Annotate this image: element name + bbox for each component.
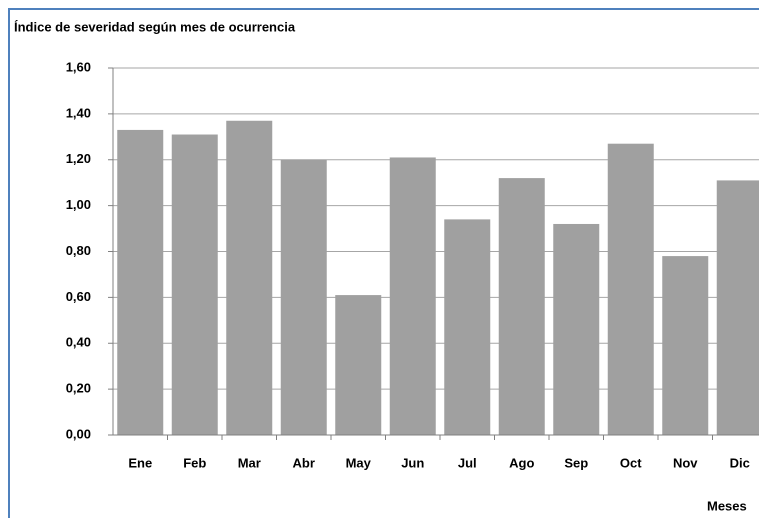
y-tick-label: 1,40 xyxy=(66,105,91,120)
x-tick-label: Sep xyxy=(564,455,588,470)
y-tick-label: 1,20 xyxy=(66,151,91,166)
bar xyxy=(607,143,654,435)
bar xyxy=(171,134,218,436)
x-axis-label: Meses xyxy=(707,498,747,513)
bar xyxy=(280,159,327,435)
bar xyxy=(389,157,436,436)
x-tick-label: Abr xyxy=(293,455,315,470)
bar xyxy=(716,180,759,435)
x-tick-label: May xyxy=(346,455,372,470)
x-tick-label: Nov xyxy=(673,455,698,470)
chart-frame xyxy=(8,8,759,518)
bar xyxy=(662,256,709,435)
x-tick-label: Feb xyxy=(183,455,206,470)
x-tick-label: Jun xyxy=(401,455,424,470)
y-tick-label: 0,60 xyxy=(66,289,91,304)
bar xyxy=(335,295,382,435)
y-tick-label: 0,80 xyxy=(66,243,91,258)
x-tick-label: Ago xyxy=(509,455,534,470)
bar xyxy=(553,223,600,435)
bar xyxy=(498,178,545,435)
x-tick-label: Jul xyxy=(458,455,477,470)
y-tick-label: 0,20 xyxy=(66,381,91,396)
bar xyxy=(226,120,273,435)
x-tick-label: Oct xyxy=(620,455,642,470)
x-tick-label: Dic xyxy=(730,455,750,470)
x-tick-label: Ene xyxy=(128,455,152,470)
y-tick-label: 1,00 xyxy=(66,197,91,212)
y-tick-label: 0,40 xyxy=(66,335,91,350)
bar xyxy=(444,219,491,435)
bar xyxy=(117,129,164,435)
x-tick-label: Mar xyxy=(238,455,261,470)
chart-title: Índice de severidad según mes de ocurren… xyxy=(14,19,296,34)
y-tick-label: 0,00 xyxy=(66,426,91,441)
y-tick-label: 1,60 xyxy=(66,59,91,74)
